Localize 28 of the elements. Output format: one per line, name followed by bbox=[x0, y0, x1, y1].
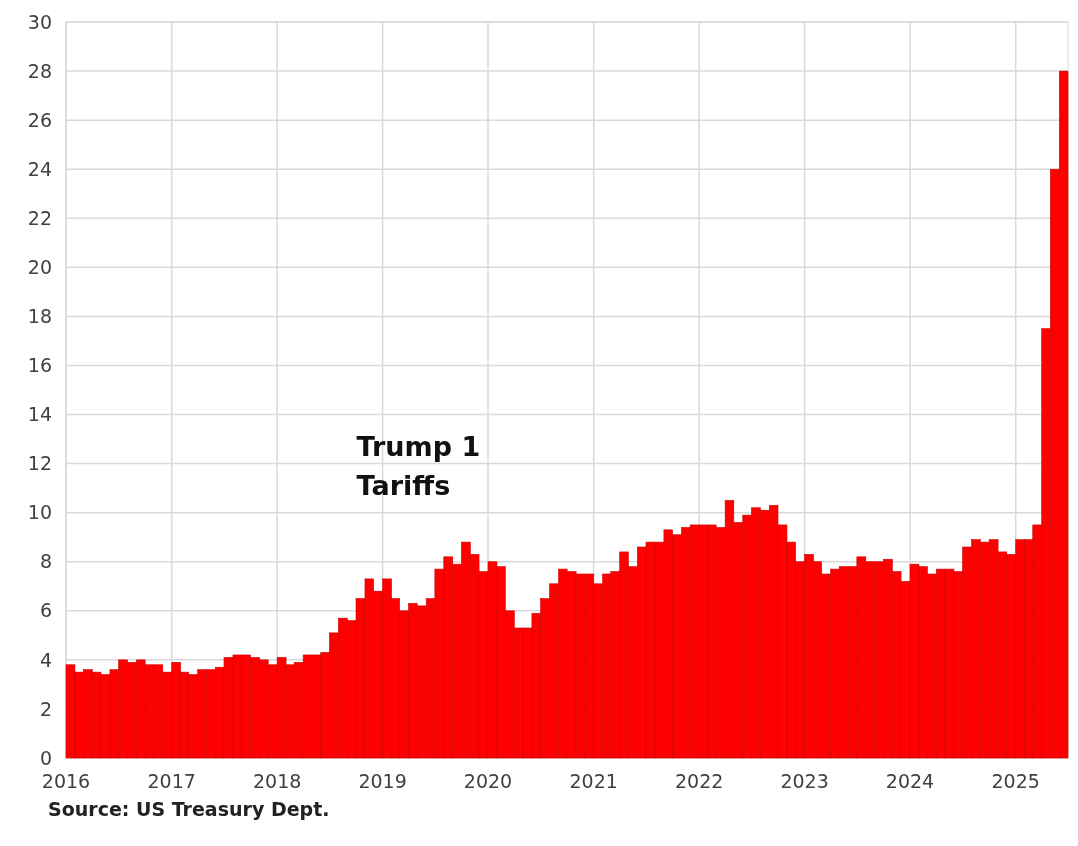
x-tick-label: 2019 bbox=[358, 770, 407, 792]
x-tick-label: 2018 bbox=[252, 770, 302, 792]
y-tick-label: 0 bbox=[39, 746, 52, 769]
y-tick-label: 4 bbox=[39, 648, 52, 671]
x-tick-label: 2023 bbox=[780, 770, 829, 792]
y-tick-label: 26 bbox=[27, 108, 52, 131]
x-tick-label: 2022 bbox=[674, 770, 724, 792]
y-tick-label: 28 bbox=[27, 59, 52, 82]
y-tick-label: 20 bbox=[27, 255, 52, 278]
x-tick-label: 2020 bbox=[463, 770, 513, 792]
y-tick-label: 22 bbox=[27, 206, 52, 229]
x-tick-label: 2024 bbox=[885, 770, 935, 792]
y-tick-label: 12 bbox=[27, 452, 52, 475]
y-tick-label: 30 bbox=[27, 10, 52, 33]
y-tick-label: 14 bbox=[27, 403, 52, 426]
x-tick-label: 2017 bbox=[147, 770, 196, 792]
x-tick-label: 2021 bbox=[569, 770, 618, 792]
x-tick-label: 2016 bbox=[41, 770, 91, 792]
y-tick-label: 18 bbox=[27, 305, 52, 328]
y-tick-label: 8 bbox=[39, 550, 52, 573]
annotation: Trump 1 Tariffs bbox=[356, 431, 481, 502]
y-tick-label: 6 bbox=[39, 599, 52, 622]
y-tick-label: 24 bbox=[27, 157, 52, 180]
x-tick-label: 2025 bbox=[991, 770, 1040, 792]
source-note: Source: US Treasury Dept. bbox=[48, 798, 330, 820]
y-tick-label: 16 bbox=[27, 354, 52, 377]
y-tick-label: 10 bbox=[27, 501, 52, 524]
y-tick-label: 2 bbox=[39, 697, 52, 720]
